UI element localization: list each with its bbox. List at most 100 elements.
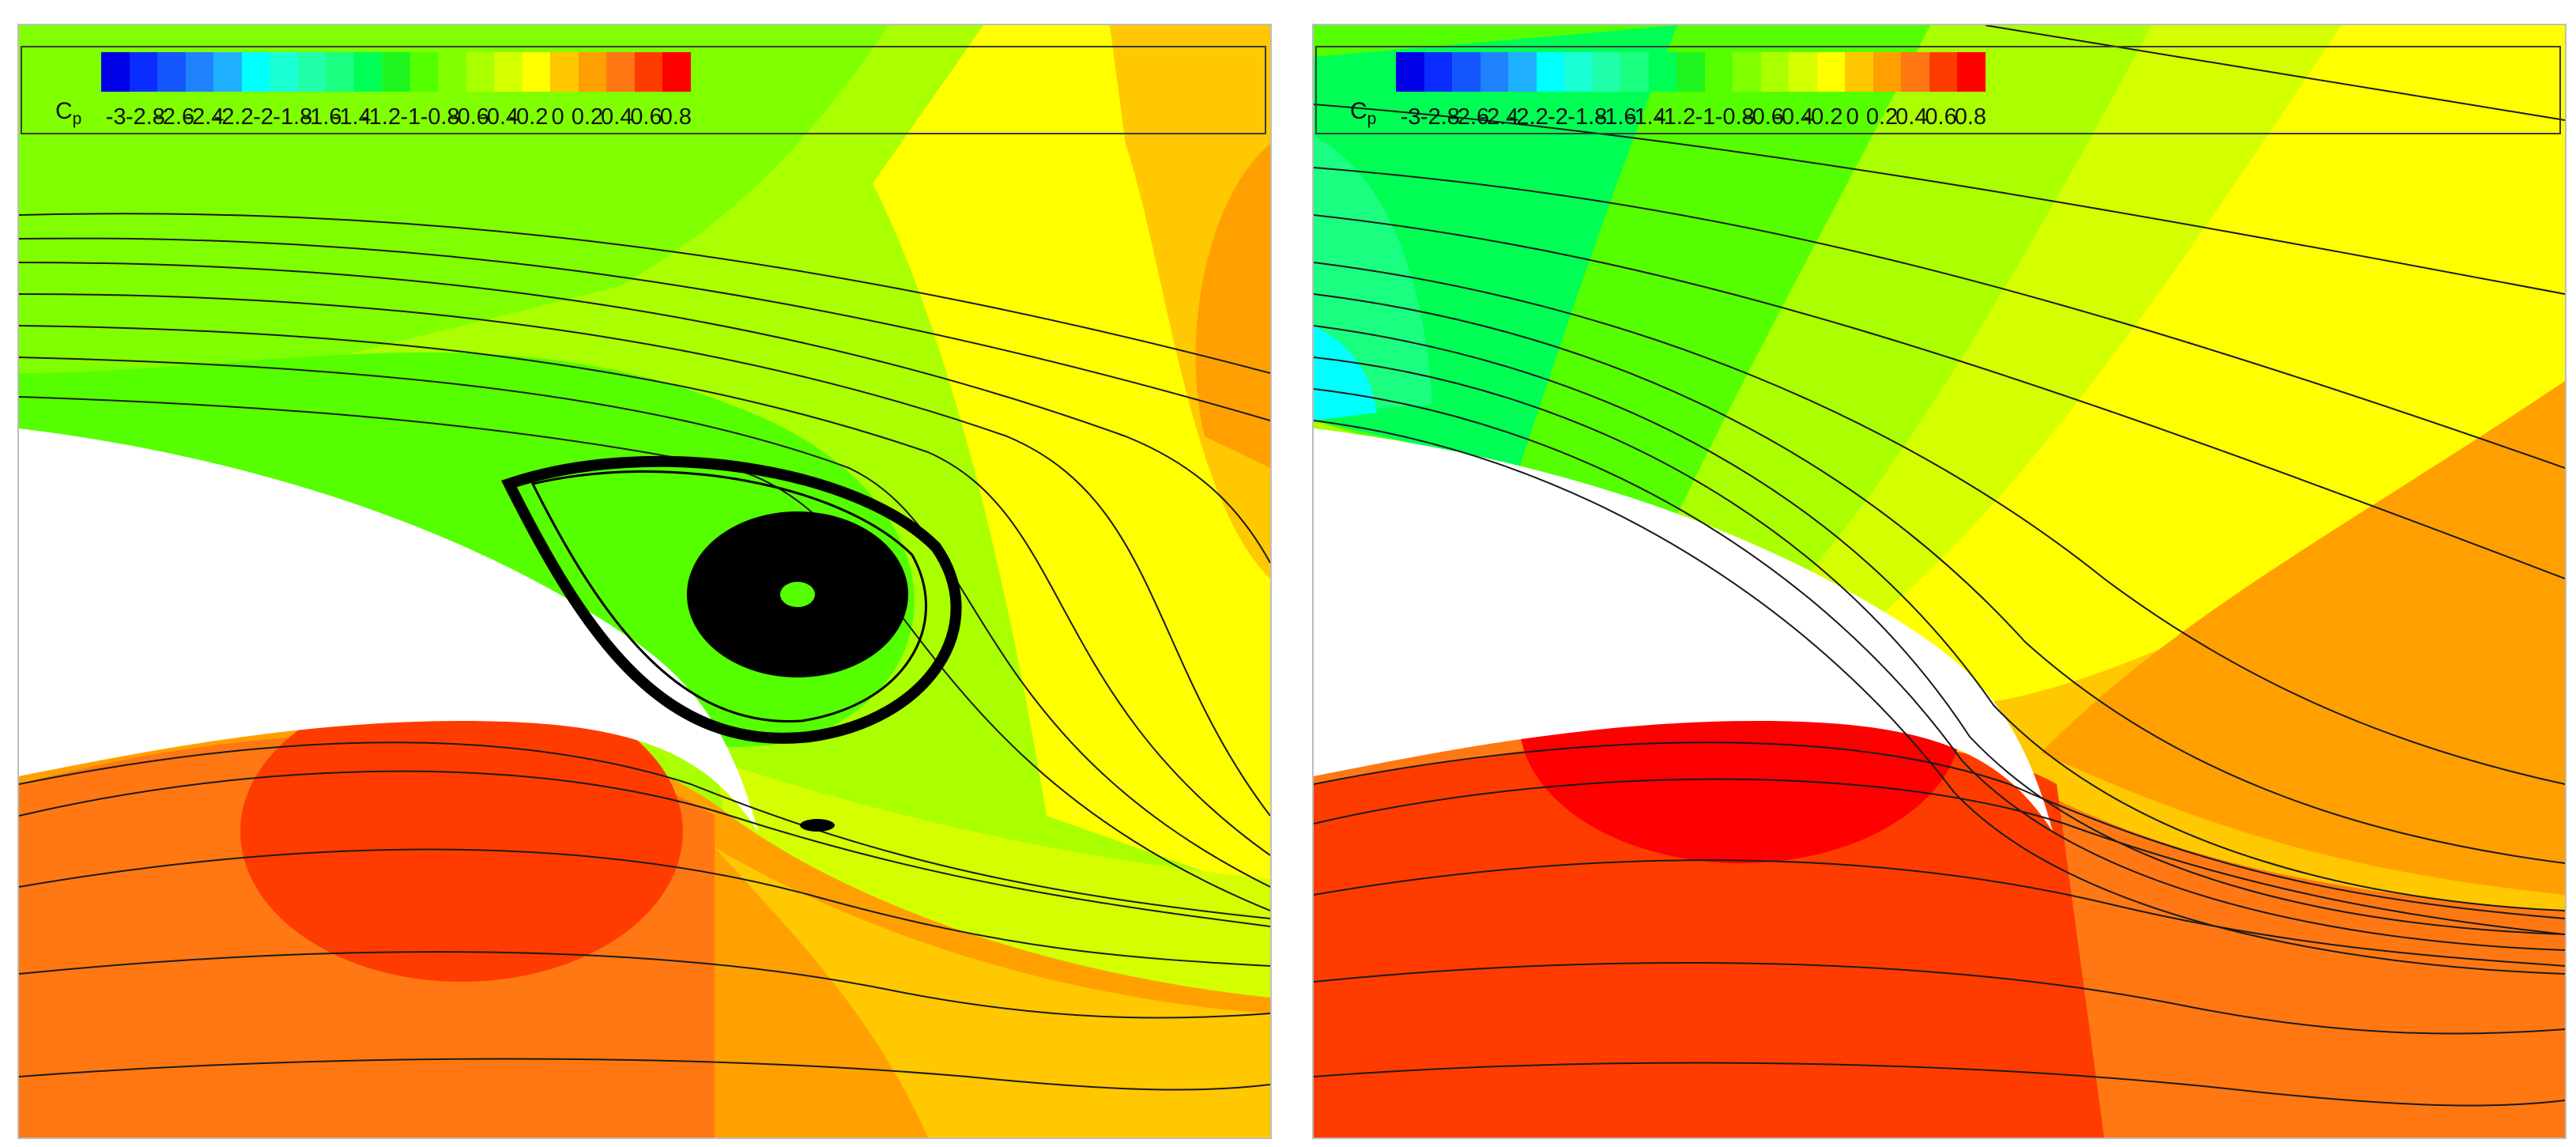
colorbar-tick-label: -2.2 bbox=[213, 104, 254, 130]
colorbar-swatch bbox=[1901, 52, 1929, 92]
colorbar-tick-label: -2.4 bbox=[184, 104, 224, 130]
colorbar bbox=[101, 52, 691, 92]
colorbar-swatch bbox=[129, 52, 157, 92]
colorbar-tick-label: -0.6 bbox=[449, 104, 489, 130]
colorbar-swatch bbox=[606, 52, 635, 92]
colorbar-swatch bbox=[1929, 52, 1957, 92]
cp-region-lower-deep bbox=[1314, 737, 2104, 1138]
colorbar-swatch bbox=[550, 52, 579, 92]
streamlines bbox=[1314, 25, 2565, 1107]
colorbar-swatch bbox=[1816, 52, 1845, 92]
cp-region-leading-suction bbox=[1314, 136, 1432, 413]
colorbar-swatch bbox=[101, 52, 130, 92]
colorbar-tick-label: 0.2 bbox=[1865, 104, 1899, 130]
colorbar-swatch bbox=[185, 52, 213, 92]
airfoil-body bbox=[19, 428, 758, 832]
colorbar-tick-label: -1.8 bbox=[273, 104, 313, 130]
airfoil-body bbox=[1314, 428, 2053, 832]
colorbar-tick-label: -1.2 bbox=[1656, 104, 1696, 130]
cp-region-suction-peak bbox=[1314, 326, 1377, 421]
colorbar-tick-label: -2.8 bbox=[125, 104, 165, 130]
colorbar-swatch bbox=[1704, 52, 1733, 92]
colorbar-legend: Cp -3 -2.8 -2.6 -2.4 -2.2 -2 -1.8 -1.6 -1.4 -1.2-… bbox=[21, 46, 1266, 134]
colorbar-swatch bbox=[1789, 52, 1817, 92]
colorbar-tick-label: -3 bbox=[105, 104, 126, 130]
cp-region-lower-right bbox=[715, 847, 1270, 1138]
colorbar-swatch bbox=[1508, 52, 1537, 92]
colorbar-tick-label: -0.4 bbox=[479, 104, 519, 130]
colorbar-swatch bbox=[1957, 52, 1986, 92]
colorbar-swatch bbox=[297, 52, 326, 92]
colorbar-tick-label: -2 bbox=[253, 104, 273, 130]
colorbar-tick-label: -1 bbox=[400, 104, 421, 130]
colorbar-tick-label: -2.8 bbox=[1420, 104, 1460, 130]
colorbar-legend: Cp -3 -2.8 -2.6 -2.4 -2.2 -2 -1.8 -1.6 -1.4 -1.2-… bbox=[1315, 46, 2561, 134]
colorbar-tick-label: 0 bbox=[1846, 104, 1859, 130]
colorbar-swatch bbox=[438, 52, 466, 92]
colorbar bbox=[1396, 52, 1986, 92]
colorbar-swatch bbox=[1873, 52, 1901, 92]
colorbar-swatch bbox=[578, 52, 606, 92]
colorbar-tick-label: -1.8 bbox=[1567, 104, 1608, 130]
colorbar-swatch bbox=[1536, 52, 1564, 92]
colorbar-swatch bbox=[241, 52, 270, 92]
colorbar-tick-label: 0.4 bbox=[1895, 104, 1928, 130]
cp-region-lower-right bbox=[2041, 381, 2565, 895]
colorbar-swatch bbox=[270, 52, 298, 92]
colorbar-tick-label: -1.4 bbox=[1626, 104, 1666, 130]
recirculation-vortex bbox=[501, 455, 962, 744]
cp-region-wake bbox=[715, 760, 1270, 998]
colorbar-swatch bbox=[409, 52, 438, 92]
colorbar-swatch bbox=[213, 52, 242, 92]
colorbar-swatch bbox=[1733, 52, 1761, 92]
colorbar-tick-label: -1.6 bbox=[302, 104, 342, 130]
colorbar-swatch bbox=[1396, 52, 1424, 92]
colorbar-swatch bbox=[157, 52, 186, 92]
colorbar-swatch bbox=[522, 52, 550, 92]
secondary-vortex bbox=[800, 819, 835, 832]
streamlines bbox=[19, 213, 1270, 1091]
colorbar-tick-label: -0.2 bbox=[508, 104, 549, 130]
colorbar-swatch bbox=[1424, 52, 1452, 92]
cp-contour-panel-attached: Cp -3 -2.8 -2.6 -2.4 -2.2 -2 -1.8 -1.6 -1.4 -1.2-… bbox=[1312, 24, 2567, 1139]
colorbar-swatch bbox=[634, 52, 662, 92]
colorbar-swatch bbox=[353, 52, 382, 92]
colorbar-tick-label: -3 bbox=[1400, 104, 1421, 130]
colorbar-tick-label: 0 bbox=[551, 104, 564, 130]
colorbar-swatch bbox=[1592, 52, 1620, 92]
colorbar-tick-label: -2.6 bbox=[155, 104, 195, 130]
colorbar-swatch bbox=[1480, 52, 1508, 92]
colorbar-swatch bbox=[1564, 52, 1593, 92]
pressure-field-right bbox=[1314, 25, 2565, 1138]
colorbar-tick-label: -1.6 bbox=[1597, 104, 1637, 130]
cp-contour-panel-separated: Cp -3 -2.8 -2.6 -2.4 -2.2 -2 -1.8 -1.6 -1.4 -1.2-… bbox=[17, 24, 1272, 1139]
colorbar-tick-label: 0.2 bbox=[571, 104, 604, 130]
vortex-eye bbox=[780, 582, 815, 607]
colorbar-swatch bbox=[1845, 52, 1873, 92]
colorbar-swatch bbox=[382, 52, 410, 92]
colorbar-swatch bbox=[1620, 52, 1649, 92]
colorbar-swatch bbox=[326, 52, 354, 92]
colorbar-swatch bbox=[662, 52, 691, 92]
colorbar-swatch bbox=[494, 52, 522, 92]
colorbar-tick-label: -2 bbox=[1548, 104, 1568, 130]
colorbar-tick-label: -1.4 bbox=[331, 104, 372, 130]
colorbar-title: Cp bbox=[55, 98, 82, 128]
colorbar-swatch bbox=[1676, 52, 1705, 92]
colorbar-tick-label: -1 bbox=[1695, 104, 1716, 130]
colorbar-tick-label: -0.2 bbox=[1803, 104, 1843, 130]
colorbar-swatch bbox=[1452, 52, 1480, 92]
colorbar-tick-label: 0.4 bbox=[601, 104, 633, 130]
cp-region-upper-field bbox=[19, 25, 888, 436]
colorbar-tick-label: 0.6 bbox=[630, 104, 662, 130]
colorbar-tick-label: -2.2 bbox=[1508, 104, 1548, 130]
colorbar-title: Cp bbox=[1350, 98, 1377, 128]
colorbar-tick-label: -0.8 bbox=[1714, 104, 1755, 130]
colorbar-swatch bbox=[1760, 52, 1789, 92]
colorbar-swatch bbox=[466, 52, 494, 92]
pressure-field-left bbox=[19, 25, 1270, 1138]
colorbar-tick-label: 0.8 bbox=[1954, 104, 1987, 130]
colorbar-tick-label: -0.4 bbox=[1774, 104, 1814, 130]
colorbar-tick-label: -0.8 bbox=[420, 104, 460, 130]
colorbar-tick-label: -0.6 bbox=[1744, 104, 1784, 130]
